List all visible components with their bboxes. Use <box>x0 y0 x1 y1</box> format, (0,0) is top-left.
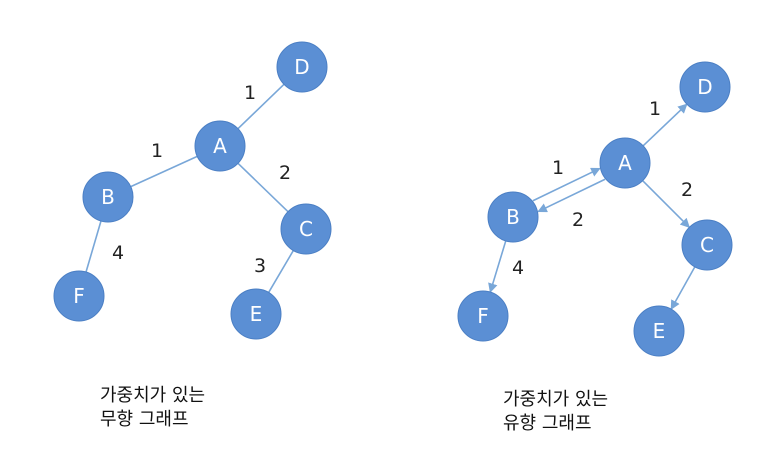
directed-node-label-e: E <box>653 319 666 343</box>
undirected-graph-caption: 가중치가 있는 무향 그래프 <box>100 384 205 432</box>
undirected-node-circle-a <box>194 120 246 172</box>
undirected-node-c: C <box>280 203 332 255</box>
undirected-caption-line-1: 가중치가 있는 <box>100 385 206 406</box>
undirected-node-e: E <box>230 288 282 340</box>
undirected-node-label-a: A <box>213 134 227 158</box>
undirected-edge-b-f <box>85 220 102 273</box>
undirected-node-label-b: B <box>101 185 115 209</box>
directed-weight-a-d: 1 <box>649 98 661 120</box>
directed-node-circle-c <box>681 219 733 271</box>
directed-node-a: A <box>599 137 651 189</box>
directed-edge-b-a <box>532 167 601 202</box>
undirected-weight-a-d: 1 <box>244 82 256 104</box>
directed-weight-b-f: 4 <box>512 257 524 279</box>
undirected-weight-b-f: 4 <box>112 242 124 264</box>
undirected-node-circle-f <box>53 270 105 322</box>
undirected-weight-a-b: 1 <box>151 140 163 162</box>
undirected-node-circle-c <box>280 203 332 255</box>
undirected-node-circle-d <box>276 41 328 93</box>
directed-graph-caption: 가중치가 있는 유향 그래프 <box>503 388 608 436</box>
undirected-edge-c-e <box>267 250 295 293</box>
directed-node-d: D <box>679 61 731 113</box>
directed-caption-line-1: 가중치가 있는 <box>503 389 609 410</box>
directed-node-f: F <box>457 290 509 342</box>
directed-weight-a-b: 1 <box>552 157 564 179</box>
directed-weight-a-c: 2 <box>681 179 693 201</box>
directed-node-label-d: D <box>697 75 712 99</box>
undirected-node-label-c: C <box>299 217 313 241</box>
undirected-node-f: F <box>53 270 105 322</box>
directed-node-circle-a <box>599 137 651 189</box>
directed-node-e: E <box>633 305 685 357</box>
directed-weight-b-a: 2 <box>572 209 584 231</box>
directed-node-circle-f <box>457 290 509 342</box>
directed-node-circle-e <box>633 305 685 357</box>
undirected-edge-a-b <box>130 155 198 188</box>
undirected-node-a: A <box>194 120 246 172</box>
directed-edge-c-e <box>670 266 696 311</box>
undirected-node-circle-b <box>82 171 134 223</box>
undirected-weight-a-c: 2 <box>279 162 291 184</box>
directed-node-label-b: B <box>506 205 520 229</box>
directed-node-circle-b <box>487 191 539 243</box>
undirected-edge-a-c <box>237 162 289 213</box>
directed-node-c: C <box>681 219 733 271</box>
undirected-caption-line-2: 무향 그래프 <box>100 409 189 430</box>
undirected-node-b: B <box>82 171 134 223</box>
undirected-weight-c-e: 3 <box>254 255 266 277</box>
undirected-node-label-e: E <box>250 302 263 326</box>
directed-node-label-a: A <box>618 151 632 175</box>
undirected-node-d: D <box>276 41 328 93</box>
directed-caption-line-2: 유향 그래프 <box>503 413 592 434</box>
directed-edge-a-d <box>642 103 688 147</box>
undirected-node-label-f: F <box>73 284 85 308</box>
undirected-node-label-d: D <box>294 55 309 79</box>
directed-edge-a-b <box>537 178 606 213</box>
directed-node-b: B <box>487 191 539 243</box>
directed-node-label-c: C <box>700 233 714 257</box>
directed-node-label-f: F <box>477 304 489 328</box>
directed-edge-b-f <box>488 240 507 293</box>
directed-node-circle-d <box>679 61 731 113</box>
undirected-node-circle-e <box>230 288 282 340</box>
undirected-graph: 1 1 2 4 3 A B C D E F <box>53 41 332 340</box>
directed-edge-a-c <box>642 180 691 229</box>
directed-graph: 1 1 2 2 4 A B C D E F <box>457 61 733 357</box>
undirected-edge-a-d <box>237 83 285 130</box>
